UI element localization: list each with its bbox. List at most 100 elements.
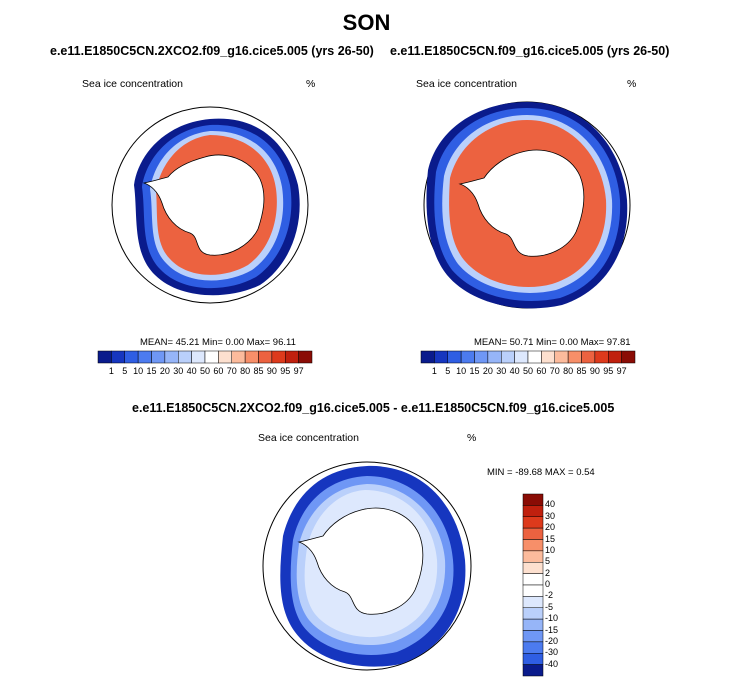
diff-stats: MIN = -89.68 MAX = 0.54 — [487, 467, 595, 478]
colorbar-label: 30 — [545, 510, 556, 521]
colorbar-label: 50 — [522, 366, 533, 376]
colorbar-swatch — [285, 350, 299, 364]
colorbar-swatch — [522, 664, 544, 677]
colorbar-label: 20 — [159, 366, 170, 376]
colorbar-label: -5 — [545, 601, 554, 612]
colorbar-swatch — [522, 516, 544, 529]
colorbar-label: 5 — [445, 366, 451, 376]
colorbar-label: -30 — [545, 647, 559, 658]
colorbar-swatch — [124, 350, 139, 364]
colorbar-label: 70 — [549, 366, 560, 376]
panel1-colorbar-labels: 1 5 10 15 20 30 40 50 60 70 80 85 90 95 97 — [98, 366, 312, 380]
colorbar-label: 97 — [616, 366, 627, 376]
colorbar-label: 85 — [576, 366, 587, 376]
colorbar-swatch — [522, 630, 544, 643]
colorbar-swatch — [111, 350, 125, 364]
colorbar-swatch — [522, 641, 544, 654]
colorbar-swatch — [244, 350, 259, 364]
colorbar-label: 95 — [603, 366, 614, 376]
colorbar-label: 2 — [545, 567, 551, 578]
colorbar-label: 40 — [545, 499, 556, 510]
colorbar-label: -20 — [545, 635, 559, 646]
colorbar-label: -2 — [545, 590, 554, 601]
colorbar-label: 5 — [545, 556, 551, 567]
panel2-units: % — [627, 78, 637, 90]
colorbar-label: 15 — [469, 366, 480, 376]
colorbar-label: 60 — [536, 366, 547, 376]
panel2-polar-map — [423, 101, 631, 309]
colorbar-label: 30 — [173, 366, 184, 376]
colorbar-swatch — [522, 618, 544, 631]
colorbar-swatch — [191, 350, 206, 364]
colorbar-label: 10 — [456, 366, 467, 376]
colorbar-swatch — [522, 527, 544, 540]
colorbar-label: 15 — [146, 366, 157, 376]
colorbar-label: 30 — [496, 366, 507, 376]
colorbar-swatch — [271, 350, 286, 364]
colorbar-label: 60 — [213, 366, 224, 376]
colorbar-swatch — [522, 653, 544, 665]
diff-variable: Sea ice concentration — [258, 432, 359, 444]
colorbar-swatch — [541, 350, 555, 364]
colorbar-swatch — [151, 350, 166, 364]
diff-colorbar — [522, 493, 544, 677]
colorbar-label: -40 — [545, 658, 559, 669]
colorbar-swatch — [522, 493, 544, 506]
colorbar-swatch — [420, 350, 435, 364]
colorbar-swatch — [178, 350, 192, 364]
colorbar-swatch — [447, 350, 462, 364]
panel1-polar-map — [111, 106, 309, 304]
colorbar-label: 40 — [509, 366, 520, 376]
colorbar-label: 97 — [293, 366, 304, 376]
panel1-variable: Sea ice concentration — [82, 78, 183, 90]
panel1-stats: MEAN= 45.21 Min= 0.00 Max= 96.11 — [140, 337, 296, 348]
colorbar-label: 1 — [431, 366, 437, 376]
colorbar-label: 50 — [199, 366, 210, 376]
colorbar-label: 80 — [240, 366, 251, 376]
panel2-stats: MEAN= 50.71 Min= 0.00 Max= 97.81 — [474, 337, 631, 348]
colorbar-label: 20 — [545, 522, 556, 533]
panel2-colorbar-labels: 1 5 10 15 20 30 40 50 60 70 80 85 90 95 97 — [421, 366, 635, 380]
colorbar-label: 40 — [186, 366, 197, 376]
colorbar-swatch — [522, 596, 544, 608]
colorbar-label: 0 — [545, 579, 551, 589]
colorbar-label: 70 — [226, 366, 237, 376]
colorbar-label: 20 — [482, 366, 493, 376]
colorbar-label: 15 — [545, 533, 556, 544]
colorbar-label: -10 — [545, 613, 559, 624]
panel1-heading: e.e11.E1850C5CN.2XCO2.f09_g16.cice5.005 … — [50, 44, 374, 58]
diff-units: % — [467, 432, 477, 444]
colorbar-swatch — [434, 350, 448, 364]
colorbar-label: 10 — [133, 366, 144, 376]
colorbar-swatch — [164, 350, 179, 364]
colorbar-swatch — [522, 584, 544, 597]
colorbar-swatch — [204, 350, 219, 364]
colorbar-swatch — [522, 607, 544, 620]
panel2-colorbar — [420, 350, 636, 364]
colorbar-swatch — [487, 350, 502, 364]
colorbar-label: 90 — [589, 366, 600, 376]
colorbar-swatch — [298, 350, 313, 364]
colorbar-swatch — [527, 350, 542, 364]
panel2-heading: e.e11.E1850C5CN.f09_g16.cice5.005 (yrs 2… — [390, 44, 670, 58]
colorbar-label: 85 — [253, 366, 264, 376]
panel1-colorbar — [97, 350, 313, 364]
colorbar-label: 95 — [280, 366, 291, 376]
colorbar-swatch — [522, 562, 544, 574]
colorbar-swatch — [608, 350, 622, 364]
colorbar-label: 80 — [563, 366, 574, 376]
colorbar-swatch — [522, 539, 544, 552]
colorbar-label: 1 — [108, 366, 114, 376]
colorbar-swatch — [137, 350, 152, 364]
colorbar-swatch — [514, 350, 529, 364]
colorbar-swatch — [258, 350, 273, 364]
colorbar-label: -15 — [545, 624, 559, 635]
panel2-variable: Sea ice concentration — [416, 78, 517, 90]
colorbar-label: 90 — [266, 366, 277, 376]
colorbar-swatch — [522, 573, 544, 586]
figure-title: SON — [342, 10, 391, 35]
colorbar-swatch — [97, 350, 112, 364]
panel1-units: % — [306, 78, 316, 90]
colorbar-swatch — [567, 350, 582, 364]
colorbar-swatch — [581, 350, 596, 364]
